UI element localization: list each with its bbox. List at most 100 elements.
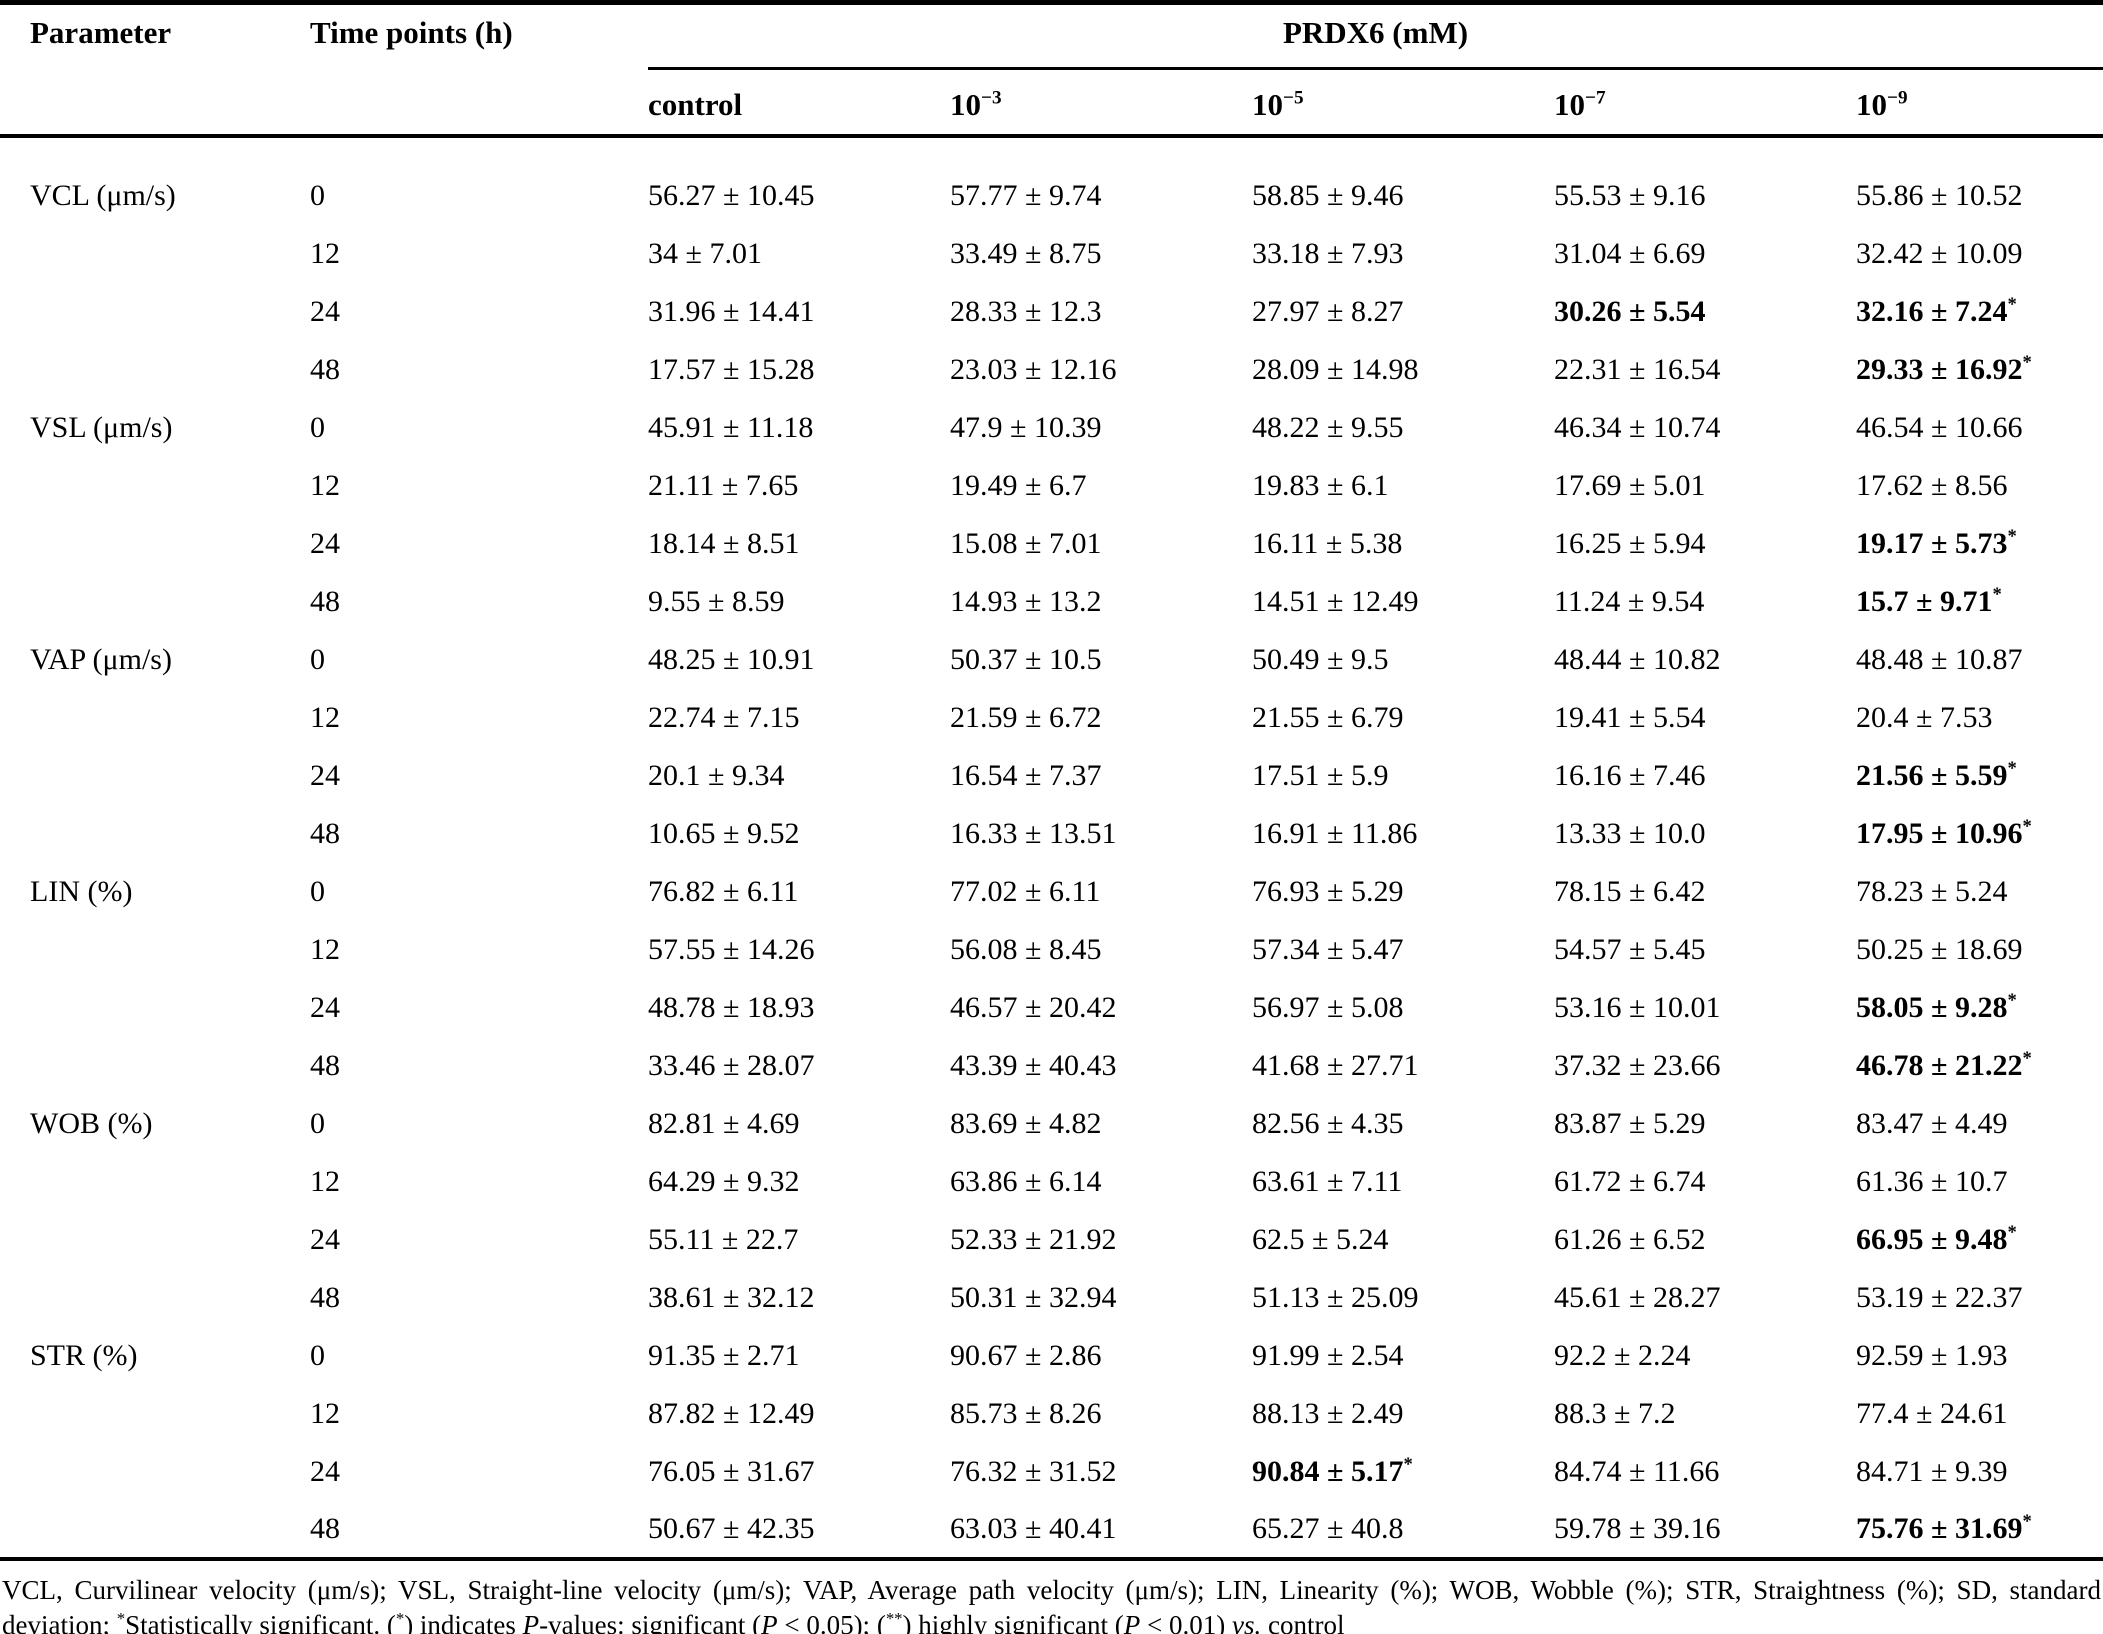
value-text: 21.59 ± 6.72	[950, 701, 1102, 734]
value-cell: 19.17 ± 5.73*	[1856, 515, 2103, 573]
value-cell: 19.41 ± 5.54	[1554, 689, 1856, 747]
parameter-cell	[0, 457, 310, 515]
table-footnote: VCL, Curvilinear velocity (μm/s); VSL, S…	[0, 1561, 2103, 1634]
time-point-cell: 24	[310, 759, 340, 792]
value-text: 9.55 ± 8.59	[648, 585, 785, 618]
time-point-cell: 0	[310, 875, 325, 908]
footnote-text: ) indicates	[404, 1610, 523, 1634]
value-text: 91.99 ± 2.54	[1252, 1339, 1404, 1372]
value-cell: 43.39 ± 40.43	[950, 1037, 1252, 1095]
value-cell: 78.15 ± 6.42	[1554, 863, 1856, 921]
table-row: WOB (%) 0 82.81 ± 4.69 83.69 ± 4.82 82.56 ± …	[0, 1095, 2103, 1153]
value-cell: 64.29 ± 9.32	[648, 1153, 950, 1211]
significance-star: *	[2022, 1048, 2032, 1069]
value-cell: 46.34 ± 10.74	[1554, 399, 1856, 457]
value-text: 18.14 ± 8.51	[648, 527, 800, 560]
value-text: 61.72 ± 6.74	[1554, 1165, 1706, 1198]
footnote-text: vs.	[1231, 1610, 1262, 1634]
value-text: 85.73 ± 8.26	[950, 1397, 1102, 1430]
value-text: 48.48 ± 10.87	[1856, 643, 2023, 676]
value-cell: 20.1 ± 9.34	[648, 747, 950, 805]
value-cell: 31.04 ± 6.69	[1554, 225, 1856, 283]
column-header-time-points: Time points (h)	[310, 2, 648, 138]
value-text: 46.34 ± 10.74	[1554, 411, 1721, 444]
parameter-cell	[0, 1501, 310, 1559]
value-text: 57.55 ± 14.26	[648, 933, 815, 966]
time-point-cell: 24	[310, 295, 340, 328]
value-cell: 88.13 ± 2.49	[1252, 1385, 1554, 1443]
column-header-label: 10	[1252, 86, 1283, 122]
value-cell: 53.16 ± 10.01	[1554, 979, 1856, 1037]
exponent: −7	[1585, 87, 1606, 109]
table-row: 48 38.61 ± 32.12 50.31 ± 32.94 51.13 ± 25.0…	[0, 1269, 2103, 1327]
value-text: 55.86 ± 10.52	[1856, 179, 2023, 212]
value-text: 50.31 ± 32.94	[950, 1281, 1117, 1314]
parameter-cell: VAP (μm/s)	[30, 643, 172, 676]
value-cell: 57.77 ± 9.74	[950, 167, 1252, 225]
value-text: 88.13 ± 2.49	[1252, 1397, 1404, 1430]
value-cell: 21.11 ± 7.65	[648, 457, 950, 515]
value-text: 61.26 ± 6.52	[1554, 1223, 1706, 1256]
time-point-cell: 24	[310, 1455, 340, 1488]
value-text: 32.16 ± 7.24	[1856, 295, 2008, 328]
value-cell: 17.57 ± 15.28	[648, 341, 950, 399]
time-point-cell: 24	[310, 991, 340, 1024]
value-text: 83.47 ± 4.49	[1856, 1107, 2008, 1140]
value-text: 15.08 ± 7.01	[950, 527, 1102, 560]
value-cell: 14.93 ± 13.2	[950, 573, 1252, 631]
time-point-cell: 0	[310, 411, 325, 444]
parameter-cell	[0, 805, 310, 863]
value-text: 59.78 ± 39.16	[1554, 1512, 1721, 1545]
value-text: 19.17 ± 5.73	[1856, 527, 2008, 560]
value-cell: 76.05 ± 31.67	[648, 1443, 950, 1501]
spacer-row	[0, 136, 2103, 167]
value-text: 46.57 ± 20.42	[950, 991, 1117, 1024]
value-cell: 16.54 ± 7.37	[950, 747, 1252, 805]
value-text: 48.22 ± 9.55	[1252, 411, 1404, 444]
value-cell: 15.08 ± 7.01	[950, 515, 1252, 573]
table-row: 24 76.05 ± 31.67 76.32 ± 31.52 90.84 ± 5.17…	[0, 1443, 2103, 1501]
value-text: 17.57 ± 15.28	[648, 353, 815, 386]
table-row: VAP (μm/s) 0 48.25 ± 10.91 50.37 ± 10.5 50.4…	[0, 631, 2103, 689]
value-cell: 54.57 ± 5.45	[1554, 921, 1856, 979]
value-text: 41.68 ± 27.71	[1252, 1049, 1419, 1082]
value-text: 55.11 ± 22.7	[648, 1223, 799, 1256]
value-cell: 63.61 ± 7.11	[1252, 1153, 1554, 1211]
value-cell: 82.81 ± 4.69	[648, 1095, 950, 1153]
value-text: 17.62 ± 8.56	[1856, 469, 2008, 502]
value-text: 58.05 ± 9.28	[1856, 991, 2008, 1024]
value-text: 88.3 ± 7.2	[1554, 1397, 1676, 1430]
column-group-header-prdx6: PRDX6 (mM)	[648, 2, 2103, 70]
value-text: 64.29 ± 9.32	[648, 1165, 800, 1198]
value-text: 90.84 ± 5.17	[1252, 1455, 1404, 1488]
value-text: 87.82 ± 12.49	[648, 1397, 815, 1430]
footnote-text: < 0.01)	[1140, 1610, 1232, 1634]
exponent: −9	[1887, 87, 1908, 109]
value-cell: 19.49 ± 6.7	[950, 457, 1252, 515]
value-cell: 10.65 ± 9.52	[648, 805, 950, 863]
value-text: 53.16 ± 10.01	[1554, 991, 1721, 1024]
time-point-cell: 12	[310, 1165, 340, 1198]
value-cell: 17.95 ± 10.96*	[1856, 805, 2103, 863]
value-cell: 62.5 ± 5.24	[1252, 1211, 1554, 1269]
value-text: 33.49 ± 8.75	[950, 237, 1102, 270]
footnote-text: P	[1123, 1610, 1141, 1634]
value-text: 56.08 ± 8.45	[950, 933, 1102, 966]
table-row: 12 22.74 ± 7.15 21.59 ± 6.72 21.55 ± 6.79 19…	[0, 689, 2103, 747]
value-text: 21.56 ± 5.59	[1856, 759, 2008, 792]
value-text: 37.32 ± 23.66	[1554, 1049, 1721, 1082]
significance-star: *	[2022, 352, 2032, 373]
value-cell: 15.7 ± 9.71*	[1856, 573, 2103, 631]
value-cell: 63.03 ± 40.41	[950, 1501, 1252, 1559]
value-text: 76.05 ± 31.67	[648, 1455, 815, 1488]
value-cell: 83.47 ± 4.49	[1856, 1095, 2103, 1153]
value-text: 57.34 ± 5.47	[1252, 933, 1404, 966]
value-text: 33.46 ± 28.07	[648, 1049, 815, 1082]
table-row: STR (%) 0 91.35 ± 2.71 90.67 ± 2.86 91.99 ± …	[0, 1327, 2103, 1385]
table-row: 48 17.57 ± 15.28 23.03 ± 12.16 28.09 ± 14.9…	[0, 341, 2103, 399]
value-text: 16.25 ± 5.94	[1554, 527, 1706, 560]
parameter-cell: VSL (μm/s)	[30, 411, 173, 444]
column-header-parameter: Parameter	[0, 2, 310, 138]
parameter-cell	[0, 225, 310, 283]
